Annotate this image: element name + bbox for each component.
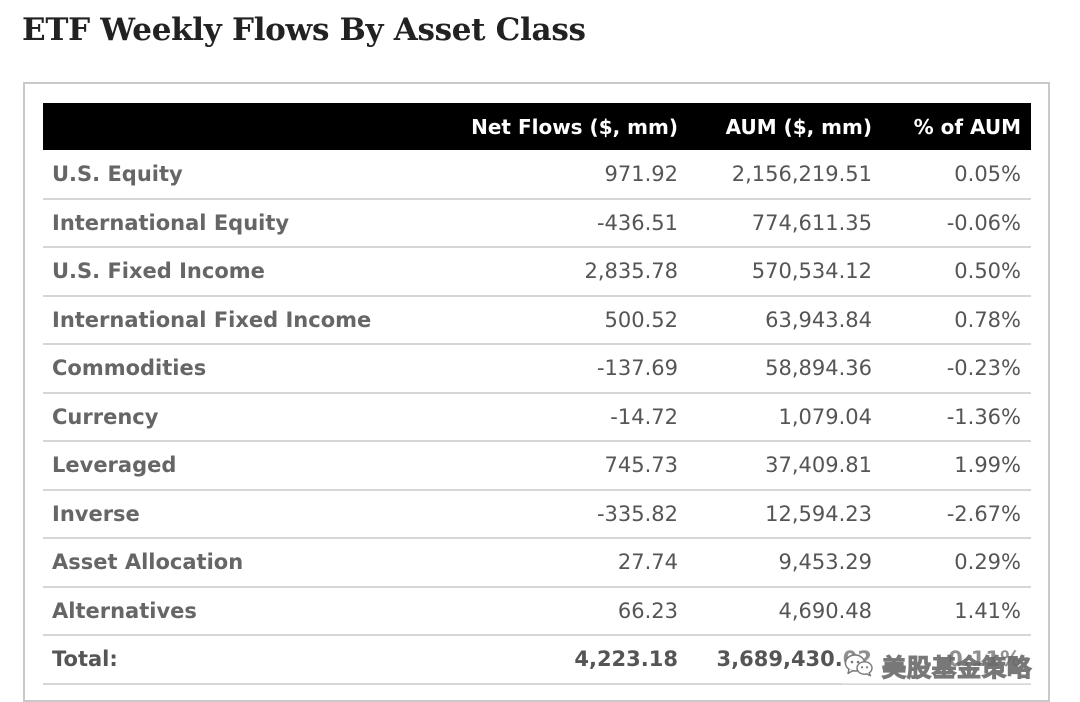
- table-row: Alternatives 66.23 4,690.48 1.41%: [43, 586, 1031, 636]
- asset-class-cell: International Equity: [43, 198, 458, 248]
- net-flows-cell: -436.51: [458, 198, 688, 248]
- aum-cell: 63,943.84: [688, 295, 882, 345]
- net-flows-cell: 971.92: [458, 150, 688, 200]
- pct-aum-cell: 0.05%: [882, 150, 1031, 200]
- aum-cell: 37,409.81: [688, 441, 882, 491]
- pct-aum-cell: 1.41%: [882, 586, 1031, 636]
- asset-class-cell: U.S. Equity: [43, 150, 458, 200]
- wechat-icon: [844, 654, 873, 677]
- total-net-flows: 4,223.18: [458, 635, 688, 685]
- table-row: U.S. Equity 971.92 2,156,219.51 0.05%: [43, 150, 1031, 200]
- pct-aum-cell: -0.23%: [882, 344, 1031, 394]
- aum-cell: 2,156,219.51: [688, 150, 882, 200]
- net-flows-cell: 2,835.78: [458, 247, 688, 297]
- asset-class-cell: Asset Allocation: [43, 538, 458, 588]
- total-label: Total:: [43, 635, 458, 685]
- pct-aum-cell: -2.67%: [882, 489, 1031, 539]
- net-flows-cell: -137.69: [458, 344, 688, 394]
- etf-flows-table: Net Flows ($, mm) AUM ($, mm) % of AUM U…: [43, 103, 1031, 685]
- total-pct-aum: 0.11%: [882, 635, 1031, 685]
- header-aum: AUM ($, mm): [725, 114, 872, 139]
- asset-class-cell: Inverse: [43, 489, 458, 539]
- pct-aum-cell: 0.29%: [882, 538, 1031, 588]
- aum-cell: 1,079.04: [688, 392, 882, 442]
- net-flows-cell: -335.82: [458, 489, 688, 539]
- pct-aum-cell: -1.36%: [882, 392, 1031, 442]
- asset-class-cell: U.S. Fixed Income: [43, 247, 458, 297]
- watermark-text: 美股基金策略: [881, 653, 1032, 682]
- asset-class-cell: Commodities: [43, 344, 458, 394]
- net-flows-cell: -14.72: [458, 392, 688, 442]
- pct-aum-cell: 0.50%: [882, 247, 1031, 297]
- net-flows-cell: 745.73: [458, 441, 688, 491]
- aum-cell: 12,594.23: [688, 489, 882, 539]
- asset-class-cell: Currency: [43, 392, 458, 442]
- net-flows-cell: 500.52: [458, 295, 688, 345]
- aum-cell: 58,894.36: [688, 344, 882, 394]
- asset-class-cell: International Fixed Income: [43, 295, 458, 345]
- table-row: Commodities -137.69 58,894.36 -0.23%: [43, 344, 1031, 394]
- asset-class-cell: Alternatives: [43, 586, 458, 636]
- table-row: Leveraged 745.73 37,409.81 1.99%: [43, 441, 1031, 491]
- aum-cell: 570,534.12: [688, 247, 882, 297]
- table-row: Inverse -335.82 12,594.23 -2.67%: [43, 489, 1031, 539]
- aum-cell: 774,611.35: [688, 198, 882, 248]
- watermark: 美股基金策略: [842, 646, 1038, 684]
- aum-cell: 9,453.29: [688, 538, 882, 588]
- asset-class-cell: Leveraged: [43, 441, 458, 491]
- net-flows-cell: 27.74: [458, 538, 688, 588]
- net-flows-cell: 66.23: [458, 586, 688, 636]
- header-asset-class: [43, 103, 458, 150]
- pct-aum-cell: -0.06%: [882, 198, 1031, 248]
- table-row: U.S. Fixed Income 2,835.78 570,534.12 0.…: [43, 247, 1031, 297]
- table-row: Currency -14.72 1,079.04 -1.36%: [43, 392, 1031, 442]
- header-pct-aum: % of AUM: [913, 114, 1021, 139]
- header-net-flows: Net Flows ($, mm): [471, 114, 678, 139]
- table-row: Asset Allocation 27.74 9,453.29 0.29%: [43, 538, 1031, 588]
- table-row: International Equity -436.51 774,611.35 …: [43, 198, 1031, 248]
- pct-aum-cell: 1.99%: [882, 441, 1031, 491]
- table-header-row: Net Flows ($, mm) AUM ($, mm) % of AUM: [43, 103, 1031, 150]
- page-title: ETF Weekly Flows By Asset Class: [22, 12, 586, 48]
- table-row: International Fixed Income 500.52 63,943…: [43, 295, 1031, 345]
- aum-cell: 4,690.48: [688, 586, 882, 636]
- pct-aum-cell: 0.78%: [882, 295, 1031, 345]
